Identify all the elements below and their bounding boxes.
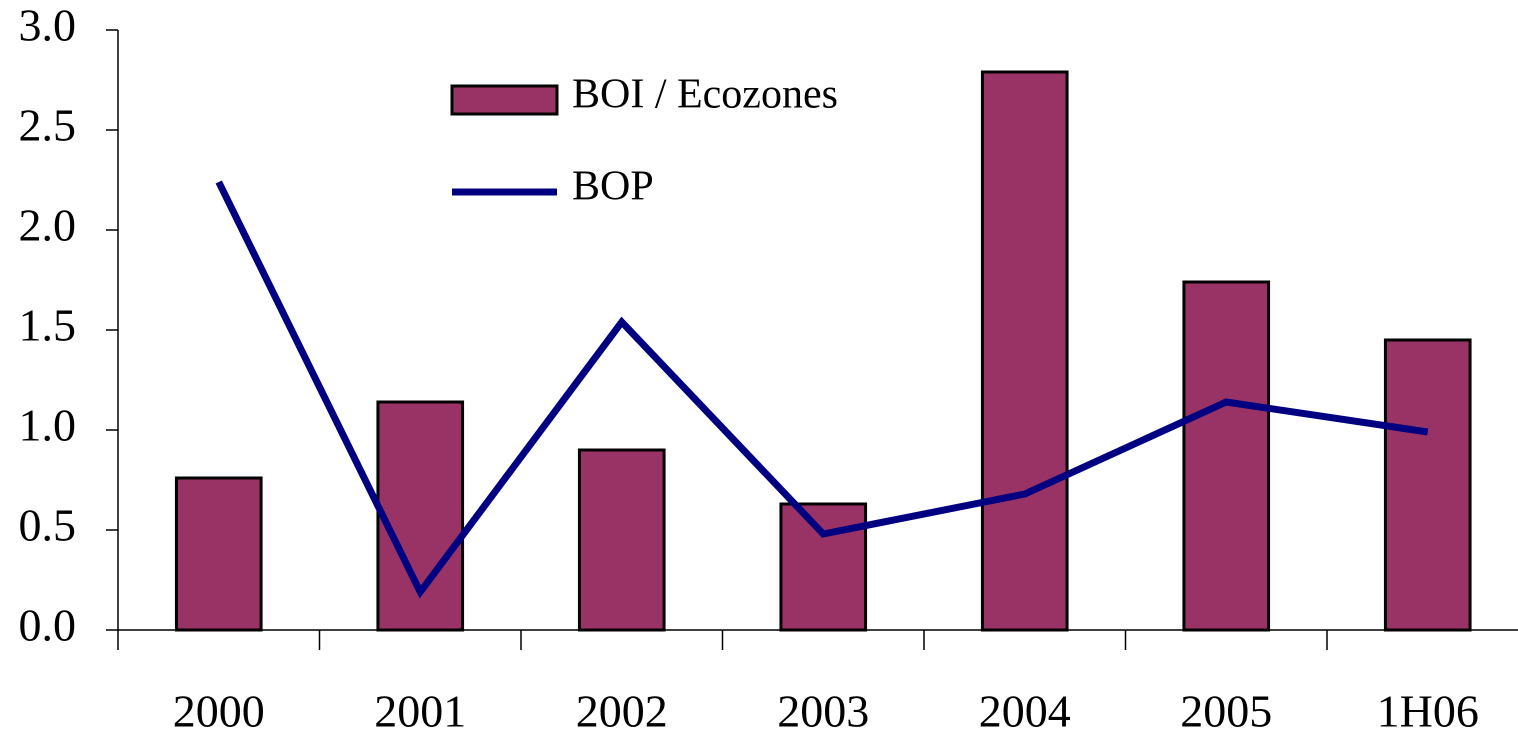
x-tick-label: 2002 [576,686,668,737]
x-tick-label: 2004 [979,686,1071,737]
bar [577,448,666,632]
legend-label: BOP [572,164,654,210]
bar [174,476,263,632]
bar [1182,280,1271,632]
x-tick-label: 2001 [374,686,466,737]
y-tick-label: 0.5 [19,500,77,551]
y-tick-label: 3.0 [19,0,77,51]
bar [980,70,1069,632]
bar [779,502,868,632]
x-tick-label: 2003 [777,686,869,737]
legend-swatch [450,84,559,116]
y-tick-label: 1.0 [19,400,77,451]
y-tick-label: 1.5 [19,300,77,351]
x-tick-label: 2005 [1180,686,1272,737]
x-tick-label: 2000 [173,686,265,737]
legend-label: BOI / Ecozones [572,72,838,118]
x-tick-label: 1H06 [1377,686,1479,737]
y-tick-label: 2.0 [19,200,77,251]
y-tick-label: 0.0 [19,600,77,651]
y-tick-label: 2.5 [19,100,77,151]
line [215,180,1429,599]
bar [1383,338,1472,632]
